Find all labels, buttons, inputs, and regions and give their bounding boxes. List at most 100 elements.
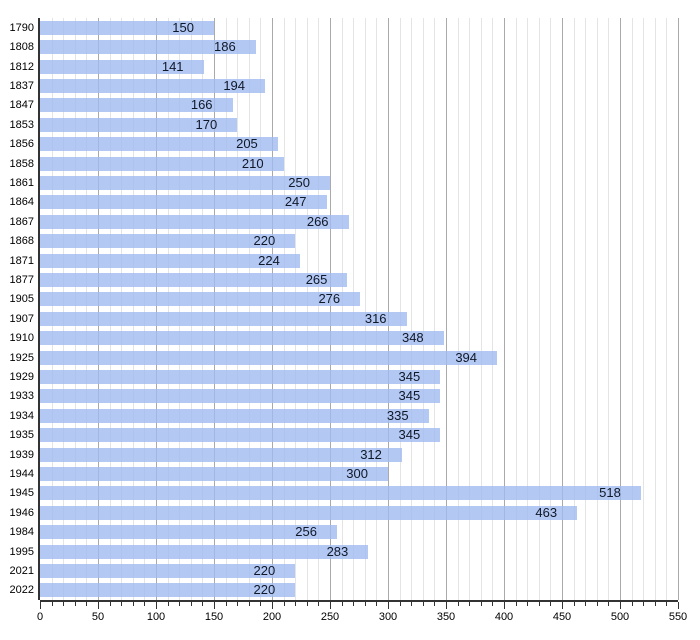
major-gridline <box>214 18 215 600</box>
bar-value-label: 394 <box>455 349 478 365</box>
minor-gridline <box>295 18 297 600</box>
x-axis-major-tick <box>40 602 41 609</box>
x-axis-minor-tick <box>248 602 250 606</box>
year-label-1929: 1929 <box>9 370 34 383</box>
bar-1933: 345 <box>40 389 441 404</box>
x-axis-minor-tick <box>573 602 575 606</box>
x-tick-label-0: 0 <box>36 611 44 623</box>
bar-1847: 166 <box>40 98 233 113</box>
x-axis-major-tick <box>330 602 331 609</box>
year-label-1905: 1905 <box>9 293 34 306</box>
x-axis-major-tick <box>272 602 273 609</box>
x-axis-minor-tick <box>63 602 65 606</box>
bar-value-label: 220 <box>253 582 276 598</box>
minor-gridline <box>121 18 123 600</box>
year-label-1837: 1837 <box>9 79 34 92</box>
year-label-1856: 1856 <box>9 138 34 151</box>
minor-gridline <box>179 18 181 600</box>
bar-1929: 345 <box>40 369 441 384</box>
x-tick-label-550: 550 <box>668 611 688 623</box>
bar-1856: 205 <box>40 137 278 152</box>
bar-value-label: 247 <box>284 194 307 210</box>
year-label-1868: 1868 <box>9 235 34 248</box>
x-axis-minor-tick <box>109 602 111 606</box>
x-axis-minor-tick <box>202 602 204 606</box>
x-axis-minor-tick <box>74 602 76 606</box>
year-label-1995: 1995 <box>9 545 34 558</box>
minor-gridline <box>515 18 517 600</box>
bar-1984: 256 <box>40 525 337 540</box>
bar-1853: 170 <box>40 116 238 132</box>
minor-gridline <box>167 18 169 600</box>
minor-gridline <box>596 18 598 600</box>
year-label-1812: 1812 <box>9 60 34 73</box>
x-axis-minor-tick <box>515 602 517 606</box>
minor-gridline <box>283 18 285 600</box>
minor-gridline <box>492 18 494 600</box>
minor-gridline <box>190 18 192 600</box>
bar-1995: 283 <box>40 544 369 559</box>
minor-gridline <box>63 18 65 600</box>
minor-gridline <box>364 18 366 600</box>
minor-gridline <box>422 18 424 600</box>
x-axis-minor-tick <box>179 602 181 606</box>
x-tick-label-200: 200 <box>262 611 282 623</box>
year-label-1945: 1945 <box>9 487 34 500</box>
x-axis-minor-tick <box>666 602 668 606</box>
year-label-1877: 1877 <box>9 273 34 286</box>
x-axis-major-tick <box>214 602 215 609</box>
bar-value-label: 266 <box>306 213 329 229</box>
x-axis-major-tick <box>562 602 563 609</box>
minor-gridline <box>631 18 633 600</box>
x-axis-minor-tick <box>341 602 343 606</box>
bar-value-label: 518 <box>599 485 621 501</box>
bar-value-label: 141 <box>161 58 184 74</box>
year-label-1790: 1790 <box>9 21 34 34</box>
year-label-1944: 1944 <box>9 467 34 480</box>
bar-value-label: 150 <box>172 19 194 35</box>
minor-gridline <box>643 18 645 600</box>
x-axis-major-tick <box>98 602 99 609</box>
minor-gridline <box>306 18 308 600</box>
x-axis-minor-tick <box>457 602 459 606</box>
x-axis-minor-tick <box>411 602 413 606</box>
x-axis-major-tick <box>678 602 679 609</box>
year-label-1925: 1925 <box>9 351 34 364</box>
bar-1907: 316 <box>40 310 407 326</box>
x-axis-minor-tick <box>527 602 529 606</box>
year-label-1907: 1907 <box>9 312 34 325</box>
minor-gridline <box>480 18 482 600</box>
bar-value-label: 210 <box>241 155 264 171</box>
x-tick-label-150: 150 <box>204 611 224 623</box>
minor-gridline <box>666 18 668 600</box>
minor-gridline <box>51 18 53 600</box>
minor-gridline <box>434 18 436 600</box>
bar-value-label: 348 <box>401 330 424 346</box>
year-label-1858: 1858 <box>9 157 34 170</box>
x-axis-major-tick <box>446 602 447 609</box>
bar-1861: 250 <box>40 175 330 190</box>
x-axis-minor-tick <box>643 602 645 606</box>
bar-value-label: 194 <box>223 77 246 93</box>
minor-gridline <box>353 18 355 600</box>
year-label-1934: 1934 <box>9 409 34 422</box>
x-axis-minor-tick <box>585 602 587 606</box>
bar-value-label: 316 <box>364 310 387 326</box>
bar-1939: 312 <box>40 447 402 462</box>
minor-gridline <box>457 18 459 600</box>
minor-gridline <box>109 18 111 600</box>
x-tick-label-50: 50 <box>91 611 105 623</box>
bar-value-label: 170 <box>195 116 218 132</box>
x-axis-minor-tick <box>434 602 436 606</box>
x-axis-minor-tick <box>538 602 540 606</box>
minor-gridline <box>318 18 320 600</box>
bar-1790: 150 <box>40 19 214 35</box>
x-axis-minor-tick <box>283 602 285 606</box>
bar-value-label: 265 <box>305 271 328 287</box>
major-gridline <box>504 18 505 600</box>
y-axis-year-labels: 1790 1808 1812 1837 1847 1853 1856 1858 1861 1864… <box>0 18 34 600</box>
major-gridline <box>562 18 563 600</box>
year-label-1867: 1867 <box>9 215 34 228</box>
x-tick-label-350: 350 <box>436 611 456 623</box>
major-gridline <box>388 18 389 600</box>
